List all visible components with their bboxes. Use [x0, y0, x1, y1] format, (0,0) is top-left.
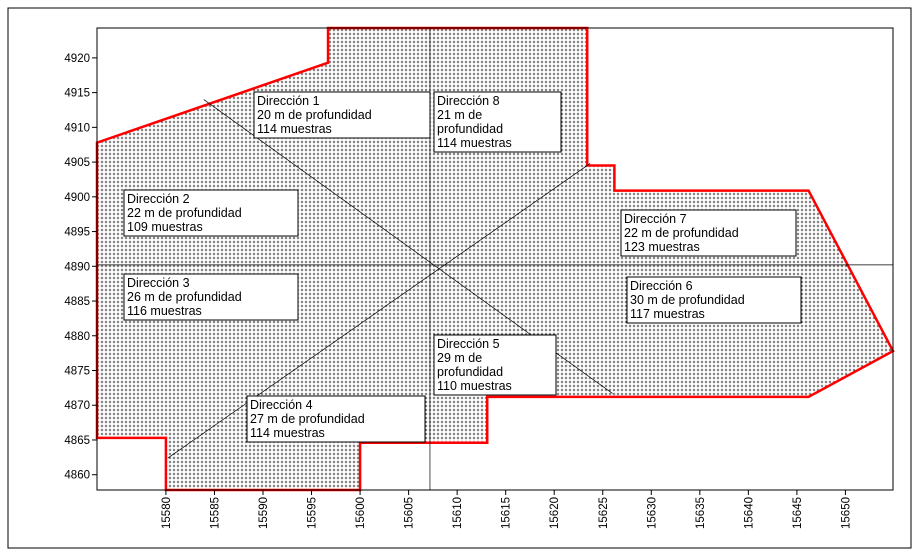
label-line: 29 m de: [437, 351, 482, 365]
y-tick-label: 4910: [64, 122, 90, 134]
label-line: 20 m de profundidad: [257, 108, 372, 122]
y-tick-label: 4895: [64, 227, 90, 239]
label-line: Dirección 8: [437, 94, 500, 108]
label-line: Dirección 1: [257, 94, 320, 108]
label-line: 21 m de: [437, 108, 482, 122]
y-tick-label: 4880: [64, 331, 90, 343]
label-line: 123 muestras: [624, 240, 700, 254]
x-tick-label: 15605: [404, 497, 416, 529]
x-tick-label: 15615: [501, 497, 513, 529]
label-line: 30 m de profundidad: [630, 293, 745, 307]
x-tick-label: 15580: [161, 497, 173, 529]
y-tick-label: 4885: [64, 296, 90, 308]
x-tick-label: 15625: [598, 497, 610, 529]
label-line: 22 m de profundidad: [127, 206, 242, 220]
label-line: 114 muestras: [250, 426, 325, 440]
y-tick-label: 4865: [64, 435, 90, 447]
direction-line: [167, 163, 591, 459]
x-tick-label: 15620: [549, 497, 561, 529]
label-line: profundidad: [437, 122, 503, 136]
x-tick-label: 15585: [209, 497, 221, 529]
y-tick-label: 4920: [64, 53, 90, 65]
x-tick-label: 15590: [258, 497, 270, 529]
label-line: Dirección 4: [250, 398, 313, 412]
x-tick-label: 15595: [307, 497, 319, 529]
y-tick-label: 4890: [64, 261, 90, 273]
label-line: Dirección 5: [437, 337, 500, 351]
label-box: [433, 91, 562, 153]
outer-frame: [7, 7, 912, 549]
label-box: [433, 334, 557, 396]
x-tick-label: 15650: [840, 497, 852, 529]
label-box: [123, 273, 299, 321]
label-line: 114 muestras: [437, 136, 512, 150]
y-tick-label: 4915: [64, 88, 90, 100]
label-line: Dirección 6: [630, 279, 693, 293]
label-line: 116 muestras: [127, 304, 202, 318]
label-line: 110 muestras: [437, 379, 512, 393]
y-tick-label: 4870: [64, 400, 90, 412]
label-line: 26 m de profundidad: [127, 290, 242, 304]
y-tick-label: 4905: [64, 157, 90, 169]
label-box: [246, 395, 426, 443]
label-box: [253, 91, 431, 139]
label-line: Dirección 3: [127, 276, 190, 290]
y-tick-label: 4900: [64, 192, 90, 204]
x-tick-label: 15635: [695, 497, 707, 529]
label-line: 27 m de profundidad: [250, 412, 365, 426]
x-tick-label: 15610: [452, 497, 464, 529]
x-tick-label: 15600: [355, 497, 367, 529]
label-line: 109 muestras: [127, 220, 203, 234]
label-box: [123, 189, 299, 237]
label-box: [620, 209, 797, 257]
label-line: Dirección 2: [127, 192, 190, 206]
y-tick-label: 4860: [64, 470, 90, 482]
x-tick-label: 15645: [792, 497, 804, 529]
label-line: 22 m de profundidad: [624, 226, 739, 240]
label-line: profundidad: [437, 365, 503, 379]
plot-frame: [96, 27, 894, 491]
label-box: [626, 276, 802, 324]
y-tick-label: 4875: [64, 366, 90, 378]
x-tick-label: 15640: [743, 497, 755, 529]
label-line: 117 muestras: [630, 307, 705, 321]
label-line: Dirección 7: [624, 212, 687, 226]
x-tick-label: 15630: [646, 497, 658, 529]
label-line: 114 muestras: [257, 122, 332, 136]
